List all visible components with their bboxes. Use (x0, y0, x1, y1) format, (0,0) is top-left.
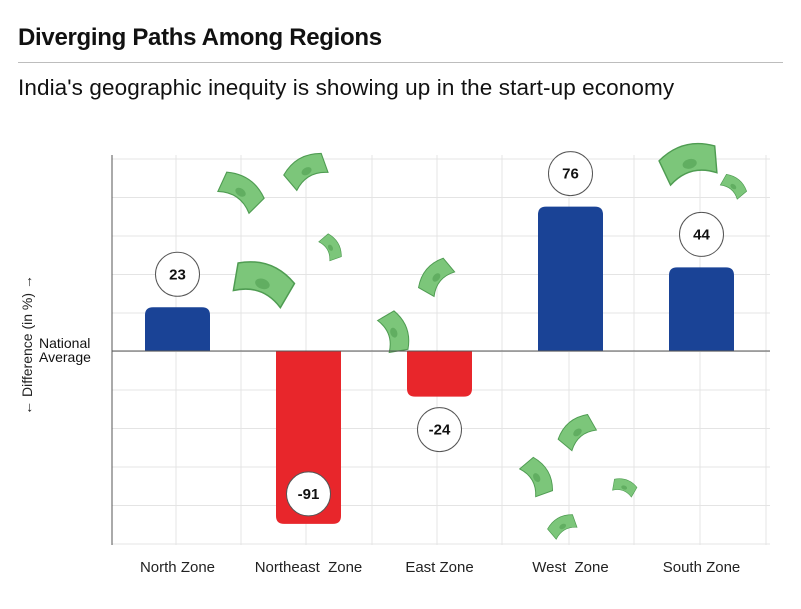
money-icon (557, 413, 598, 452)
baseline-label: National Average (39, 336, 91, 364)
bar (145, 307, 210, 351)
money-note-center (559, 523, 567, 530)
money-note-center (573, 428, 582, 437)
category-label: North Zone (140, 559, 215, 576)
data-label-bubble (286, 471, 331, 517)
title-divider (18, 62, 783, 63)
money-note-center (255, 278, 270, 290)
data-label: -24 (429, 422, 451, 439)
data-labels: 23 -91 -24 76 44 (155, 151, 724, 517)
data-label-bubble (155, 251, 200, 297)
money-decorations (217, 142, 748, 540)
money-icon (719, 173, 748, 200)
category-label: South Zone (663, 559, 741, 576)
money-icon (417, 257, 456, 298)
baseline-label-line1: National (39, 335, 91, 351)
bar (538, 206, 603, 351)
money-icon (232, 261, 296, 309)
category-label: Northeast Zone (255, 559, 363, 576)
data-label: -91 (298, 486, 320, 503)
data-label-bubble (548, 151, 593, 197)
bars (145, 206, 734, 524)
money-icon (612, 478, 638, 498)
money-note-center (682, 158, 697, 169)
category-label: East Zone (405, 559, 473, 576)
data-label: 44 (693, 226, 710, 243)
y-axis-label: ← Difference (in %) → (19, 275, 35, 415)
axes (111, 155, 770, 545)
money-icon (518, 456, 554, 498)
data-label-bubble (679, 211, 724, 257)
chart-title: Diverging Paths Among Regions (18, 24, 382, 51)
money-note-center (390, 327, 398, 338)
money-icon (217, 171, 265, 215)
data-label-bubble (417, 407, 462, 453)
money-icon (318, 233, 342, 262)
data-label: 76 (562, 166, 579, 183)
category-labels: North Zone Northeast Zone East Zone West Zo… (140, 559, 740, 576)
money-note-center (327, 244, 333, 251)
money-icon (547, 514, 578, 540)
money-icon (658, 142, 718, 187)
money-note-center (301, 167, 312, 176)
money-note-center (730, 183, 737, 190)
bar (669, 267, 734, 351)
money-note-center (533, 473, 541, 483)
money-icon (376, 310, 410, 354)
money-note-center (432, 273, 441, 282)
baseline-label-line2: Average (39, 349, 91, 365)
chart-subtitle: India's geographic inequity is showing u… (18, 75, 675, 100)
money-note-center (235, 187, 246, 197)
category-label: West Zone (532, 559, 608, 576)
bar (407, 351, 472, 397)
money-note-center (621, 485, 628, 490)
money-icon (283, 152, 329, 192)
data-label: 23 (169, 266, 186, 283)
